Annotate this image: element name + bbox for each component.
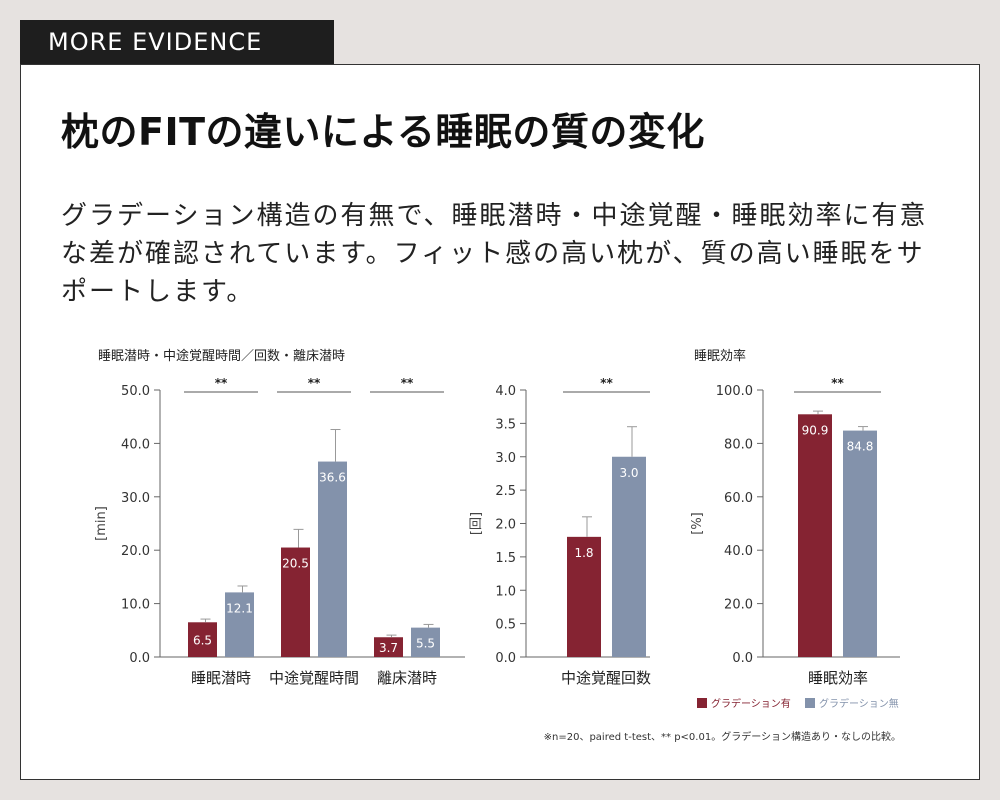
y-tick-label: 20.0 [121, 544, 150, 559]
legend-label-without: グラデーション無 [819, 697, 899, 710]
bar-value-label: 90.9 [802, 423, 829, 437]
y-tick-label: 30.0 [121, 491, 150, 506]
y-tick-label: 100.0 [716, 384, 753, 399]
bar-value-label: 84.8 [847, 440, 874, 454]
bar [318, 461, 347, 657]
bar [188, 622, 217, 657]
x-category-label: 睡眠効率 [808, 669, 868, 687]
y-axis-label: [min] [94, 506, 109, 541]
y-tick-label: 10.0 [121, 598, 150, 613]
y-tick-label: 1.0 [495, 584, 516, 599]
bar-value-label: 5.5 [416, 636, 435, 650]
y-tick-label: 0.0 [732, 651, 753, 666]
significance-marker: ** [401, 376, 414, 390]
y-tick-label: 1.5 [495, 551, 516, 566]
chart-title: 睡眠効率 [694, 348, 746, 364]
x-category-label: 離床潜時 [377, 669, 437, 687]
y-tick-label: 20.0 [724, 598, 753, 613]
bar [225, 592, 254, 657]
y-tick-label: 2.5 [495, 484, 516, 499]
bar [612, 456, 646, 657]
bar [798, 414, 832, 657]
bar-value-label: 12.1 [226, 601, 253, 615]
bar-value-label: 1.8 [574, 546, 593, 560]
y-tick-label: 4.0 [495, 384, 516, 399]
bar-value-label: 20.5 [282, 557, 309, 571]
y-tick-label: 50.0 [121, 384, 150, 399]
y-tick-label: 80.0 [724, 437, 753, 452]
y-tick-label: 0.0 [129, 651, 150, 666]
significance-marker: ** [215, 376, 228, 390]
significance-marker: ** [831, 376, 844, 390]
y-tick-label: 60.0 [724, 491, 753, 506]
footnote: ※n=20、paired t-test、** p<0.01。グラデーション構造あ… [544, 730, 901, 743]
bar-value-label: 3.0 [619, 466, 638, 480]
x-category-label: 中途覚醒時間 [269, 669, 359, 687]
legend-swatch-without [805, 698, 815, 708]
bar [281, 547, 310, 657]
x-category-label: 睡眠潜時 [191, 669, 251, 687]
legend-swatch-with [697, 698, 707, 708]
bar [567, 536, 601, 657]
bar-value-label: 6.5 [193, 634, 212, 648]
chart-title: 睡眠潜時・中途覚醒時間／回数・離床潜時 [98, 348, 345, 364]
legend-label-with: グラデーション有 [711, 697, 791, 710]
bar-value-label: 3.7 [379, 641, 398, 655]
description: グラデーション構造の有無で、睡眠潜時・中途覚醒・睡眠効率に有意な差が確認されてい… [61, 201, 928, 307]
bar-value-label: 36.6 [319, 471, 346, 485]
y-tick-label: 2.0 [495, 518, 516, 533]
significance-marker: ** [308, 376, 321, 390]
y-axis-label: [回] [469, 512, 484, 535]
y-tick-label: 0.0 [495, 651, 516, 666]
y-axis-label: [%] [690, 512, 705, 535]
y-tick-label: 3.0 [495, 451, 516, 466]
section-badge: MORE EVIDENCE [20, 20, 334, 64]
bar [843, 430, 877, 657]
y-tick-label: 3.5 [495, 417, 516, 432]
bar [411, 627, 440, 657]
bar [374, 637, 403, 657]
page-title: 枕のFITの違いによる睡眠の質の変化 [61, 110, 705, 154]
significance-marker: ** [600, 376, 613, 390]
x-category-label: 中途覚醒回数 [561, 669, 651, 687]
y-tick-label: 40.0 [121, 437, 150, 452]
y-tick-label: 0.5 [495, 618, 516, 633]
y-tick-label: 40.0 [724, 544, 753, 559]
